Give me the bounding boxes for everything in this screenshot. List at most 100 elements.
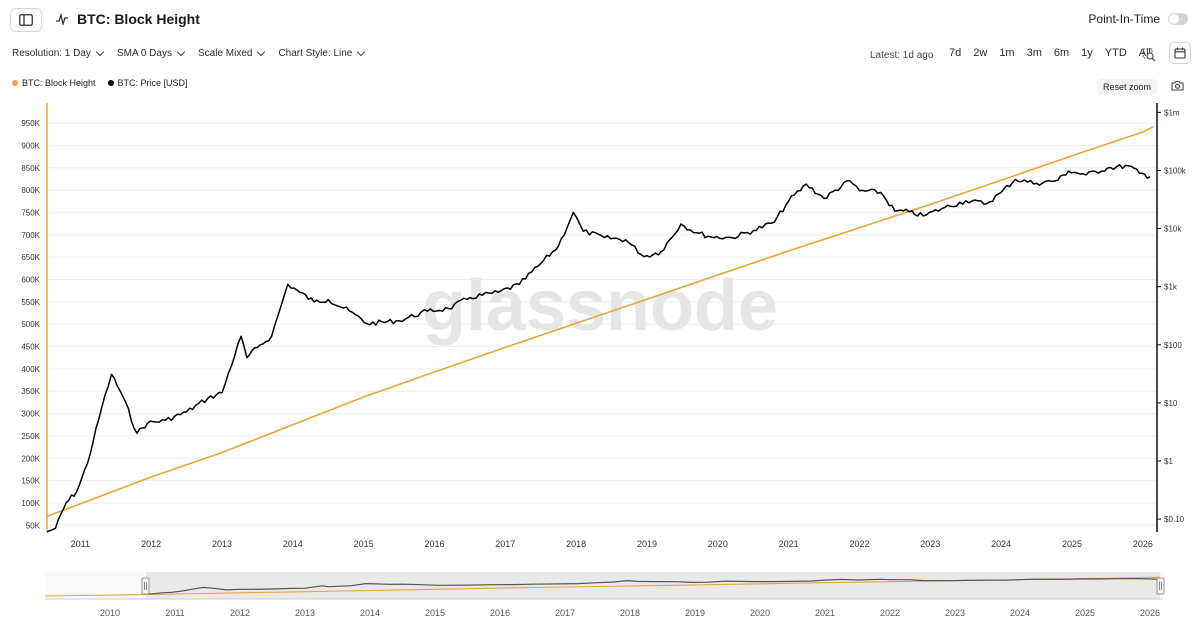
range-ytd[interactable]: YTD <box>1104 47 1127 59</box>
left-tick-label: 250K <box>21 432 40 441</box>
chart-style-dropdown[interactable]: Chart Style: Line <box>278 47 366 59</box>
x-tick-label: 2017 <box>495 539 515 549</box>
chart-line-icon <box>56 13 68 25</box>
range-1y[interactable]: 1y <box>1081 47 1093 59</box>
right-tick-label: $1 <box>1164 457 1173 466</box>
point-in-time-control[interactable]: Point-In-Time <box>1088 12 1188 26</box>
navigator-tick-label: 2016 <box>490 608 510 618</box>
sma-label: SMA 0 Days <box>116 48 172 59</box>
legend-item-price[interactable]: BTC: Price [USD] <box>107 78 188 88</box>
navigator-tick-label: 2011 <box>165 608 184 618</box>
right-axis-ticks: $0.10 $1 $10 $100 $1k $10k $100k $1m <box>1157 108 1187 524</box>
navigator-tick-label: 2017 <box>555 608 575 618</box>
range-navigator[interactable]: 2010 2011 2012 2013 2014 2015 2016 2017 2018 2019… <box>44 572 1165 618</box>
legend-dot-block-height <box>12 80 18 86</box>
right-tick-label: $1m <box>1164 108 1180 117</box>
left-tick-label: 800K <box>21 186 40 195</box>
x-tick-label: 2023 <box>920 539 940 549</box>
x-tick-label: 2025 <box>1062 539 1082 549</box>
left-tick-label: 400K <box>21 365 40 374</box>
navigator-tick-label: 2021 <box>815 608 835 618</box>
x-tick-label: 2014 <box>283 539 303 549</box>
latest-update: Latest: 1d ago <box>870 50 934 61</box>
resolution-dropdown[interactable]: Resolution: 1 Day <box>12 47 105 59</box>
left-tick-label: 700K <box>21 231 40 240</box>
navigator-tick-label: 2020 <box>750 608 770 618</box>
range-3m[interactable]: 3m <box>1026 47 1042 59</box>
scale-label: Scale Mixed <box>197 48 253 59</box>
legend-label-price: BTC: Price [USD] <box>117 78 188 88</box>
left-tick-label: 50K <box>26 521 41 530</box>
x-tick-label: 2026 <box>1133 539 1153 549</box>
navigator-handle-right[interactable] <box>1156 577 1165 595</box>
page-title: BTC: Block Height <box>77 11 200 27</box>
series-line-block-height <box>46 125 1154 518</box>
right-tick-label: $100 <box>1164 341 1182 350</box>
right-tick-label: $1k <box>1164 283 1178 292</box>
x-tick-label: 2024 <box>991 539 1011 549</box>
chart-legend: BTC: Block Height BTC: Price [USD] <box>12 78 188 88</box>
legend-label-block-height: BTC: Block Height <box>22 78 96 88</box>
right-tick-label: $10k <box>1164 225 1182 234</box>
left-tick-label: 550K <box>21 298 40 307</box>
left-tick-label: 350K <box>21 387 40 396</box>
navigator-tick-label: 2024 <box>1010 608 1030 618</box>
left-tick-label: 100K <box>21 499 40 508</box>
chart-style-label: Chart Style: Line <box>278 48 353 59</box>
range-selector: 7d 2w 1m 3m 6m 1y YTD All <box>943 44 1157 62</box>
legend-dot-price <box>107 80 114 86</box>
x-tick-label: 2020 <box>708 539 728 549</box>
x-tick-label: 2011 <box>71 539 90 549</box>
navigator-tick-label: 2019 <box>685 608 705 618</box>
watermark: glassnode <box>422 266 778 346</box>
left-tick-label: 300K <box>21 410 40 419</box>
navigator-handle-left[interactable] <box>141 577 150 595</box>
x-tick-label: 2016 <box>424 539 444 549</box>
navigator-tick-label: 2026 <box>1140 608 1160 618</box>
navigator-tick-label: 2010 <box>100 608 120 618</box>
left-tick-label: 500K <box>21 320 40 329</box>
x-tick-label: 2012 <box>141 539 161 549</box>
calendar-icon <box>1174 47 1186 59</box>
series-line-price <box>46 164 1151 533</box>
right-tick-label: $10 <box>1164 399 1178 408</box>
x-tick-label: 2022 <box>849 539 869 549</box>
range-1m[interactable]: 1m <box>999 47 1015 59</box>
camera-icon[interactable] <box>1171 80 1184 91</box>
zoom-select-icon[interactable] <box>1142 48 1156 62</box>
navigator-tick-label: 2013 <box>295 608 315 618</box>
resolution-label: Resolution: 1 Day <box>12 48 91 59</box>
scale-dropdown[interactable]: Scale Mixed <box>197 47 266 59</box>
x-axis-ticks: 2011 2012 2013 2014 2015 2016 2017 2018 2019 2020… <box>71 539 1153 549</box>
sidebar-icon <box>19 14 33 26</box>
range-2w[interactable]: 2w <box>973 47 988 59</box>
navigator-line-price <box>144 577 1157 595</box>
navigator-tick-label: 2023 <box>945 608 965 618</box>
grid-lines <box>47 122 1157 526</box>
legend-item-block-height[interactable]: BTC: Block Height <box>12 78 96 88</box>
x-tick-label: 2021 <box>779 539 799 549</box>
point-in-time-label: Point-In-Time <box>1088 12 1160 26</box>
left-tick-label: 750K <box>21 208 40 217</box>
calendar-button[interactable] <box>1169 42 1191 64</box>
range-6m[interactable]: 6m <box>1053 47 1070 59</box>
sidebar-toggle-button[interactable] <box>10 8 42 32</box>
left-tick-label: 950K <box>21 119 40 128</box>
range-7d[interactable]: 7d <box>949 47 962 59</box>
x-tick-label: 2019 <box>637 539 657 549</box>
chart-header: BTC: Block Height <box>55 11 200 27</box>
point-in-time-toggle[interactable] <box>1168 13 1188 25</box>
left-axis-ticks: 50K 100K 150K 200K 250K 300K 350K 400K 450K 500K 5… <box>21 119 40 530</box>
navigator-tick-label: 2018 <box>620 608 640 618</box>
sma-dropdown[interactable]: SMA 0 Days <box>116 47 186 59</box>
x-tick-label: 2013 <box>212 539 232 549</box>
navigator-tick-label: 2025 <box>1075 608 1095 618</box>
left-tick-label: 900K <box>21 141 40 150</box>
left-tick-label: 600K <box>21 276 40 285</box>
x-tick-label: 2015 <box>354 539 374 549</box>
left-tick-label: 150K <box>21 477 40 486</box>
reset-zoom-button[interactable]: Reset zoom <box>1097 79 1158 95</box>
navigator-tick-label: 2012 <box>230 608 250 618</box>
left-tick-label: 850K <box>21 164 40 173</box>
